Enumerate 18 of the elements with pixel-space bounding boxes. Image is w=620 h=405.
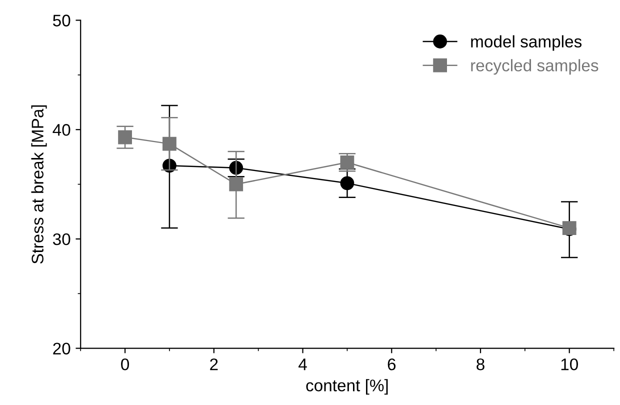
x-tick-label: 0 <box>121 358 130 370</box>
x-tick-label: 8 <box>476 358 484 370</box>
y-tick-label: 30 <box>52 233 70 246</box>
y-tick-label: 20 <box>53 342 70 355</box>
y-tick-label: 40 <box>52 124 70 136</box>
x-tick-label: 4 <box>298 358 307 370</box>
legend-label: recycled samples <box>471 59 598 75</box>
y-axis-title: Stress at break [MPa] <box>31 105 47 264</box>
point <box>118 130 132 144</box>
x-tick-label: 10 <box>561 358 578 370</box>
legend-label: model samples <box>471 35 582 51</box>
y-tick-label: 50 <box>53 14 70 26</box>
point <box>340 176 354 190</box>
x-axis-title: content [%] <box>306 379 388 395</box>
x-tick-label: 6 <box>388 358 396 370</box>
point <box>229 177 244 192</box>
point <box>162 136 176 151</box>
x-tick-label: 2 <box>210 358 218 370</box>
